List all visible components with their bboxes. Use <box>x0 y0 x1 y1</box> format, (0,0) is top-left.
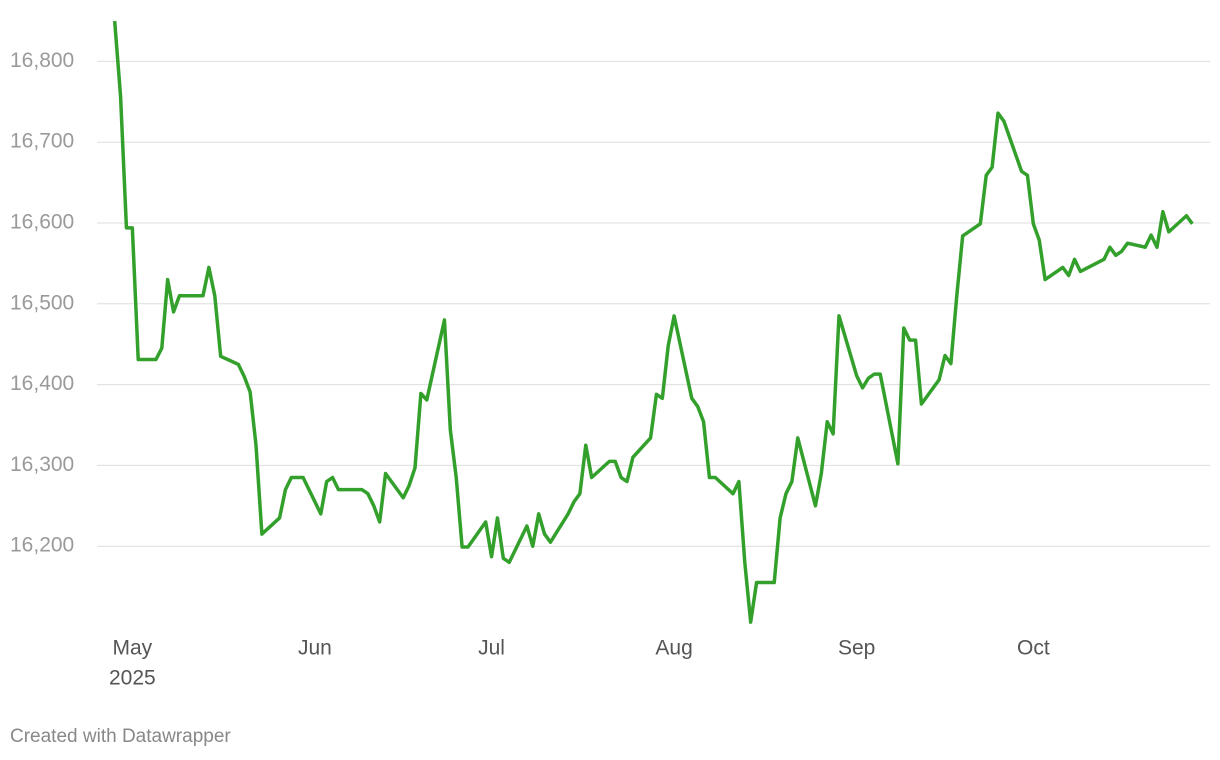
x-tick-label: Sep <box>838 637 875 660</box>
x-tick-label: May <box>112 637 152 660</box>
line <box>112 20 1194 624</box>
y-tick-label: 16,200 <box>10 534 74 557</box>
x-year-label: 2025 <box>109 667 156 690</box>
y-tick-label: 16,600 <box>10 211 74 234</box>
x-tick-label: Oct <box>1017 637 1050 660</box>
x-tick-label: Jul <box>478 637 505 660</box>
y-tick-label: 16,400 <box>10 372 74 395</box>
y-tick-label: 16,500 <box>10 291 74 314</box>
y-tick-label: 16,300 <box>10 453 74 476</box>
x-tick-label: Jun <box>298 637 332 660</box>
y-tick-label: 16,800 <box>10 49 74 72</box>
y-tick-label: 16,700 <box>10 130 74 153</box>
x-tick-label: Aug <box>655 637 692 660</box>
footer: Created with Datawrapper <box>10 726 231 747</box>
